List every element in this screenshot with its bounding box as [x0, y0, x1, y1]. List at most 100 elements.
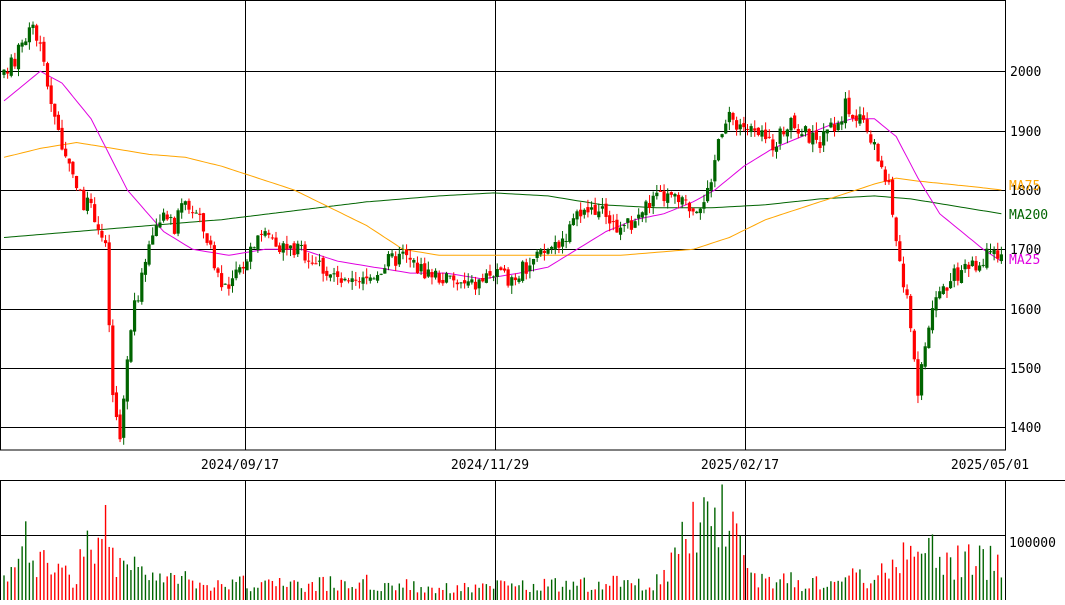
- candle-body-17: [64, 148, 68, 157]
- candle-body-74: [270, 237, 274, 239]
- candle-body-182: [662, 191, 666, 202]
- candle-body-71: [259, 233, 264, 235]
- candle-body-146: [531, 259, 536, 265]
- candle-body-172: [626, 218, 630, 223]
- candle-body-32: [118, 414, 122, 440]
- candle-body-44: [161, 212, 166, 221]
- candle-body-63: [230, 278, 235, 287]
- candle-body-233: [847, 97, 851, 115]
- candle-body-141: [513, 277, 517, 281]
- candle-body-162: [589, 207, 594, 210]
- candle-body-248: [901, 263, 906, 288]
- candle-body-8: [31, 24, 35, 29]
- candle-body-210: [764, 129, 768, 140]
- candle-body-140: [510, 277, 514, 286]
- candle-body-225: [818, 142, 822, 148]
- candle-body-188: [684, 199, 688, 201]
- candle-body-180: [655, 192, 659, 197]
- candle-body-260: [945, 287, 949, 291]
- candle-body-228: [829, 122, 833, 128]
- candle-body-14: [53, 103, 57, 117]
- volume-panel: 100000: [0, 480, 1065, 600]
- candle-body-127: [463, 280, 467, 284]
- candle-body-29: [107, 242, 111, 326]
- candle-body-232: [843, 98, 848, 124]
- candle-body-100: [365, 276, 369, 279]
- candle-body-7: [27, 27, 31, 43]
- candle-body-21: [78, 189, 82, 191]
- candle-body-167: [608, 215, 612, 224]
- candle-body-270: [981, 264, 985, 266]
- candle-body-20: [74, 175, 79, 189]
- candle-body-193: [702, 202, 706, 209]
- candle-body-15: [56, 114, 61, 130]
- candle-body-263: [956, 267, 960, 281]
- candle-body-43: [158, 222, 162, 228]
- candle-body-211: [767, 136, 771, 138]
- candle-body-35: [129, 330, 133, 362]
- candle-body-2: [9, 57, 13, 76]
- candle-body-10: [38, 42, 42, 44]
- price-tick-1700: 1700: [1010, 243, 1041, 258]
- candle-body-158: [575, 211, 579, 220]
- candle-body-3: [13, 58, 17, 67]
- candle-body-73: [267, 232, 271, 235]
- candle-body-249: [905, 289, 909, 296]
- candle-body-218: [793, 115, 797, 129]
- candle-body-259: [941, 286, 945, 294]
- candle-body-24: [89, 198, 93, 203]
- candle-body-104: [379, 273, 383, 275]
- candle-body-268: [974, 260, 978, 271]
- candle-body-213: [774, 146, 779, 152]
- candle-body-67: [245, 261, 249, 271]
- candle-body-37: [136, 300, 140, 302]
- candle-body-170: [618, 227, 623, 235]
- candle-body-207: [753, 128, 757, 131]
- candle-body-217: [789, 118, 793, 131]
- candle-body-124: [452, 275, 456, 281]
- candle-body-117: [426, 269, 430, 277]
- candle-body-246: [894, 217, 898, 242]
- candle-body-92: [336, 271, 340, 277]
- candle-body-39: [143, 261, 148, 275]
- candle-body-96: [350, 278, 354, 282]
- candle-body-48: [176, 210, 180, 234]
- candle-body-197: [716, 139, 721, 161]
- candle-body-82: [299, 244, 303, 246]
- candle-body-154: [560, 238, 565, 247]
- candle-body-70: [256, 235, 260, 250]
- candle-body-262: [952, 268, 956, 281]
- candle-body-106: [386, 254, 391, 267]
- candle-body-186: [676, 194, 681, 203]
- candle-body-56: [205, 233, 209, 243]
- candle-body-198: [720, 134, 724, 138]
- candle-body-243: [883, 169, 887, 182]
- candle-body-145: [528, 265, 532, 272]
- candle-body-269: [978, 265, 982, 271]
- candle-body-190: [691, 208, 695, 212]
- candle-body-33: [122, 398, 126, 438]
- candle-body-38: [140, 272, 144, 302]
- candle-body-108: [394, 256, 398, 266]
- candle-body-123: [448, 275, 452, 277]
- candle-body-184: [669, 192, 673, 195]
- candle-body-6: [24, 41, 28, 46]
- candle-body-271: [985, 248, 989, 268]
- candle-body-214: [778, 128, 782, 144]
- candle-body-222: [807, 129, 811, 143]
- candle-body-230: [836, 123, 840, 131]
- candle-body-111: [404, 249, 409, 256]
- candle-body-252: [916, 359, 920, 396]
- candle-body-177: [644, 201, 648, 216]
- candle-body-11: [42, 41, 46, 62]
- candle-body-203: [738, 124, 742, 130]
- candle-body-151: [550, 246, 554, 249]
- candle-body-85: [310, 262, 314, 264]
- volume-bars: [3, 484, 1003, 600]
- candle-body-103: [375, 275, 380, 281]
- candle-body-34: [125, 359, 129, 402]
- candle-body-58: [212, 245, 216, 269]
- candle-body-245: [890, 179, 895, 215]
- candle-body-204: [742, 123, 746, 128]
- candle-body-163: [593, 204, 597, 215]
